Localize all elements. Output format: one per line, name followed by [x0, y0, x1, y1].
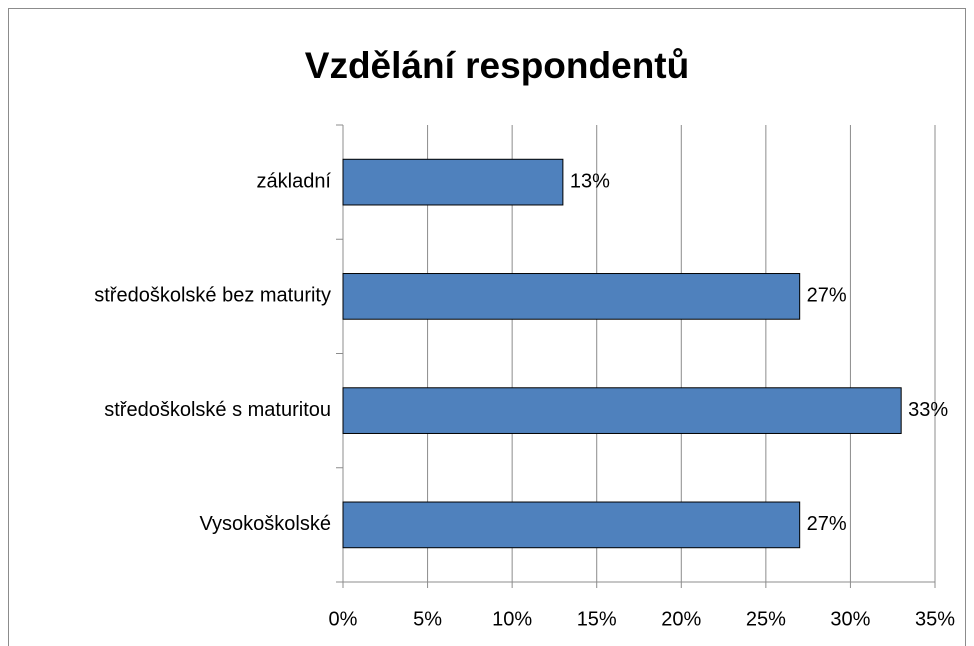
y-tick-label: středoškolské bez maturity — [94, 285, 331, 307]
y-tick-label: Vysokoškolské — [199, 513, 331, 535]
x-tick-label: 0% — [329, 608, 358, 630]
x-tick-label: 20% — [661, 608, 701, 630]
x-tick-label: 25% — [746, 608, 786, 630]
x-tick-label: 30% — [830, 608, 870, 630]
x-tick-label: 5% — [413, 608, 442, 630]
chart-title: Vzdělání respondentů — [305, 45, 689, 86]
x-tick-label: 10% — [492, 608, 532, 630]
chart-border — [8, 8, 966, 646]
value-label: 27% — [807, 285, 847, 307]
bar — [342, 501, 801, 549]
bar — [342, 158, 564, 206]
bar — [342, 273, 801, 320]
y-tick-label: středoškolské s maturitou — [104, 399, 331, 421]
value-label: 13% — [570, 170, 610, 192]
value-label: 27% — [807, 513, 847, 535]
x-tick-label: 15% — [577, 608, 617, 630]
y-tick-label: základní — [257, 170, 332, 192]
x-tick-label: 35% — [915, 608, 955, 630]
bar — [342, 387, 902, 434]
value-label: 33% — [908, 399, 948, 421]
